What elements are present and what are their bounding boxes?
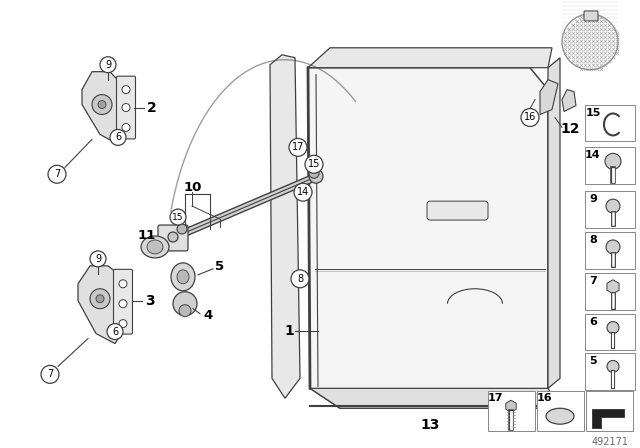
Circle shape <box>119 319 127 327</box>
Polygon shape <box>308 68 548 408</box>
Polygon shape <box>78 266 126 344</box>
Ellipse shape <box>141 236 169 258</box>
FancyBboxPatch shape <box>537 391 584 431</box>
Circle shape <box>96 295 104 303</box>
FancyBboxPatch shape <box>427 201 488 220</box>
Circle shape <box>98 100 106 108</box>
FancyBboxPatch shape <box>488 391 535 431</box>
Circle shape <box>606 240 620 254</box>
Circle shape <box>605 153 621 169</box>
FancyBboxPatch shape <box>113 269 132 334</box>
Circle shape <box>305 155 323 173</box>
Circle shape <box>179 305 191 317</box>
Text: 492171: 492171 <box>591 437 628 447</box>
Polygon shape <box>82 72 128 144</box>
Text: 12: 12 <box>560 122 580 137</box>
Text: 9: 9 <box>589 194 597 204</box>
Circle shape <box>607 322 619 334</box>
Text: 15: 15 <box>586 108 601 117</box>
Polygon shape <box>540 80 558 115</box>
FancyBboxPatch shape <box>585 314 635 350</box>
FancyBboxPatch shape <box>585 353 635 390</box>
Circle shape <box>170 209 186 225</box>
Text: 11: 11 <box>138 229 156 242</box>
Circle shape <box>119 300 127 308</box>
Circle shape <box>110 129 126 145</box>
Text: 5: 5 <box>216 260 225 273</box>
Polygon shape <box>592 409 624 428</box>
FancyBboxPatch shape <box>116 76 136 139</box>
FancyBboxPatch shape <box>158 225 188 251</box>
Text: 2: 2 <box>147 100 157 115</box>
Text: 10: 10 <box>184 181 202 194</box>
Circle shape <box>606 199 620 213</box>
Circle shape <box>291 270 309 288</box>
Text: 8: 8 <box>589 235 597 245</box>
Polygon shape <box>270 55 300 398</box>
Circle shape <box>294 183 312 201</box>
Text: 5: 5 <box>589 357 597 366</box>
Circle shape <box>177 224 187 234</box>
Text: 6: 6 <box>115 133 121 142</box>
FancyBboxPatch shape <box>585 232 635 269</box>
Circle shape <box>122 86 130 94</box>
FancyBboxPatch shape <box>585 104 635 142</box>
Text: 13: 13 <box>420 418 440 432</box>
Text: 16: 16 <box>524 112 536 122</box>
FancyBboxPatch shape <box>584 11 598 21</box>
Circle shape <box>107 323 123 340</box>
Text: 7: 7 <box>589 276 597 286</box>
Text: 15: 15 <box>308 159 320 169</box>
Circle shape <box>41 366 59 383</box>
Circle shape <box>90 289 110 309</box>
Circle shape <box>562 14 618 70</box>
Circle shape <box>90 251 106 267</box>
Text: 7: 7 <box>47 370 53 379</box>
Circle shape <box>48 165 66 183</box>
Circle shape <box>521 108 539 126</box>
Polygon shape <box>310 388 560 408</box>
Circle shape <box>122 124 130 131</box>
Text: 16: 16 <box>536 393 552 403</box>
FancyBboxPatch shape <box>585 191 635 228</box>
Text: 17: 17 <box>292 142 304 152</box>
Circle shape <box>607 361 619 372</box>
Polygon shape <box>548 58 560 388</box>
FancyBboxPatch shape <box>585 273 635 310</box>
Ellipse shape <box>147 240 163 254</box>
Circle shape <box>309 168 319 178</box>
Circle shape <box>289 138 307 156</box>
Text: 9: 9 <box>95 254 101 264</box>
FancyBboxPatch shape <box>586 391 633 431</box>
Text: 6: 6 <box>112 327 118 336</box>
Text: 15: 15 <box>172 212 184 222</box>
Circle shape <box>100 57 116 73</box>
Polygon shape <box>562 90 576 112</box>
FancyBboxPatch shape <box>585 147 635 184</box>
Circle shape <box>173 292 197 316</box>
Text: 14: 14 <box>297 187 309 197</box>
Circle shape <box>168 232 178 242</box>
Text: 8: 8 <box>297 274 303 284</box>
Text: 6: 6 <box>589 317 597 327</box>
Text: 14: 14 <box>585 151 601 160</box>
Circle shape <box>119 280 127 288</box>
Text: 4: 4 <box>204 309 212 322</box>
Text: 17: 17 <box>487 393 503 403</box>
Circle shape <box>309 169 323 183</box>
Text: 7: 7 <box>54 169 60 179</box>
Ellipse shape <box>546 408 574 424</box>
Ellipse shape <box>177 270 189 284</box>
Text: 9: 9 <box>105 60 111 70</box>
Text: 1: 1 <box>284 323 294 338</box>
Ellipse shape <box>171 263 195 291</box>
Polygon shape <box>308 48 552 68</box>
Circle shape <box>92 95 112 115</box>
Circle shape <box>122 103 130 112</box>
Text: 3: 3 <box>145 294 155 308</box>
